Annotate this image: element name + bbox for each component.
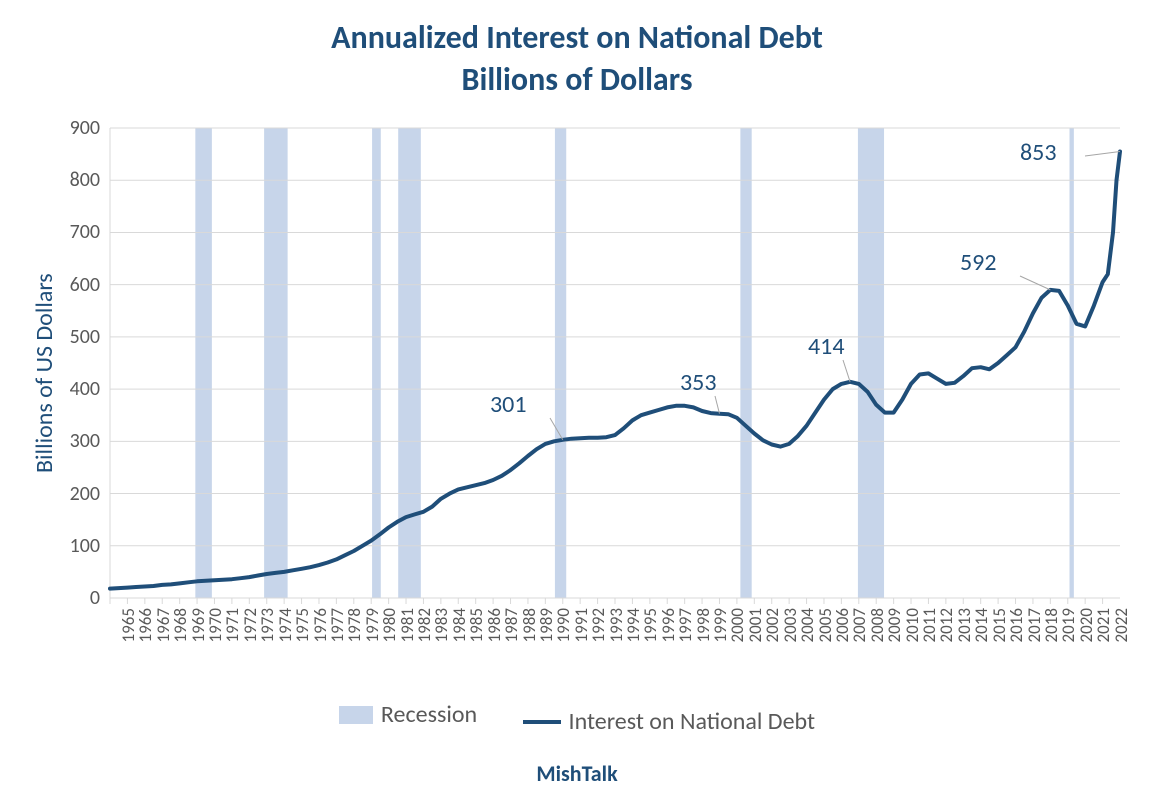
credit-label: MishTalk: [0, 760, 1154, 787]
y-tick-label: 300: [52, 429, 100, 453]
legend-line-label: Interest on National Debt: [569, 707, 816, 736]
line-swatch-icon: [523, 720, 561, 724]
callout-label: 853: [1020, 138, 1057, 167]
y-tick-label: 900: [52, 116, 100, 140]
y-tick-label: 200: [52, 482, 100, 506]
y-tick-label: 0: [52, 586, 100, 610]
recession-swatch-icon: [339, 706, 373, 724]
legend-item-recession: Recession: [339, 700, 477, 729]
y-tick-label: 600: [52, 273, 100, 297]
legend-recession-label: Recession: [381, 700, 477, 729]
callout-label: 592: [960, 248, 997, 277]
legend-item-line: Interest on National Debt: [523, 707, 816, 736]
callout-label: 414: [808, 332, 845, 361]
chart-svg: [0, 0, 1154, 809]
y-tick-label: 100: [52, 534, 100, 558]
x-tick-label: 2022: [1111, 608, 1132, 658]
y-tick-label: 500: [52, 325, 100, 349]
y-tick-label: 800: [52, 168, 100, 192]
callout-label: 353: [680, 368, 717, 397]
callout-label: 301: [490, 390, 527, 419]
legend: Recession Interest on National Debt: [0, 700, 1154, 736]
y-tick-label: 400: [52, 377, 100, 401]
y-tick-label: 700: [52, 220, 100, 244]
chart-container: Annualized Interest on National Debt Bil…: [0, 0, 1154, 809]
